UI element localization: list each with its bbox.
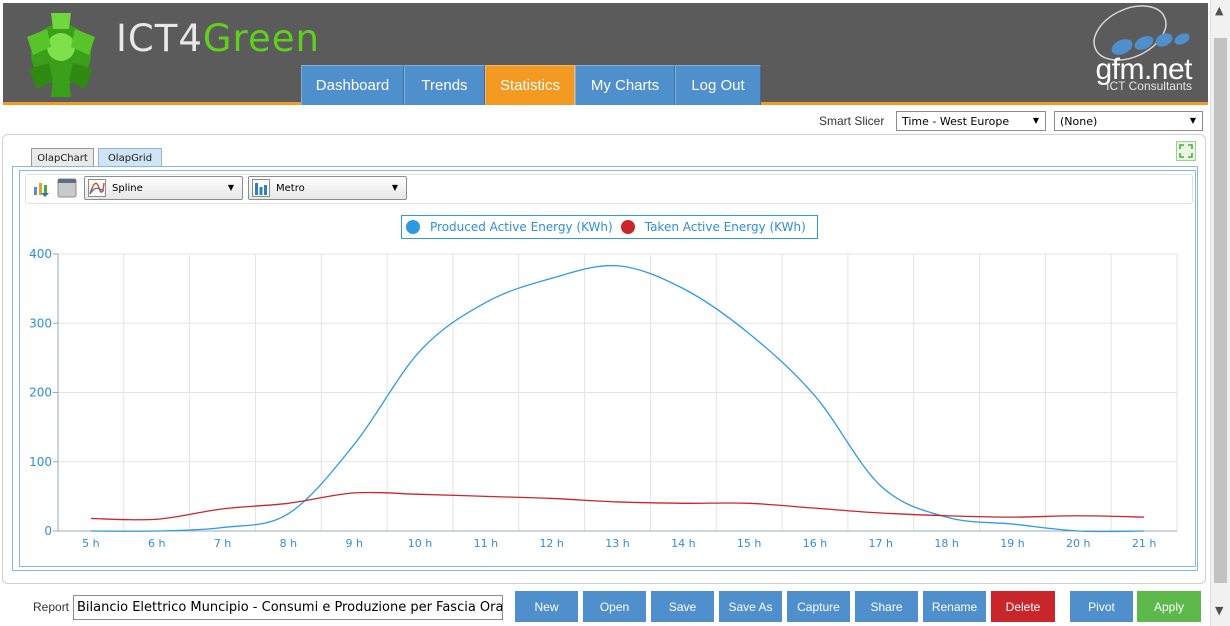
series-line-taken bbox=[90, 491, 1145, 521]
chevron-down-icon: ▼ bbox=[227, 183, 234, 192]
x-axis-tick-label: 12 h bbox=[539, 537, 563, 550]
y-axis-tick-label: 200 bbox=[29, 386, 52, 400]
x-axis-tick-label: 20 h bbox=[1066, 537, 1090, 550]
open-button[interactable]: Open bbox=[583, 591, 646, 622]
gfm-logo-icon bbox=[1093, 5, 1190, 61]
share-button[interactable]: Share bbox=[855, 591, 918, 622]
x-axis-tick-label: 21 h bbox=[1132, 537, 1156, 550]
logo-ict-text: ICT4 bbox=[116, 17, 203, 60]
x-axis-tick-label: 14 h bbox=[671, 537, 695, 550]
report-name-input[interactable] bbox=[73, 595, 503, 620]
fullscreen-button[interactable] bbox=[1176, 141, 1196, 161]
x-axis-tick-label: 16 h bbox=[803, 537, 827, 550]
logo-green-text: Green bbox=[202, 17, 320, 60]
capture-button[interactable]: Capture bbox=[787, 591, 850, 622]
legend-marker-taken-icon bbox=[620, 220, 635, 234]
nav-tab-my-charts[interactable]: My Charts bbox=[575, 65, 675, 105]
app-logo-text: ICT4Green bbox=[116, 17, 320, 60]
nav-tab-log-out[interactable]: Log Out bbox=[675, 65, 761, 105]
nav-tab-dashboard[interactable]: Dashboard bbox=[301, 65, 404, 105]
scroll-up-icon[interactable]: ▲ bbox=[1215, 4, 1224, 17]
spline-chart-icon bbox=[88, 179, 106, 197]
pivot-button[interactable]: Pivot bbox=[1070, 591, 1133, 622]
page-scrollbar[interactable]: ▲ ▼ bbox=[1210, 0, 1230, 626]
legend-label-produced: Produced Active Energy (KWh) bbox=[430, 220, 613, 234]
chevron-down-icon: ▼ bbox=[1189, 116, 1196, 125]
chart-style-value: Metro bbox=[276, 182, 305, 194]
chart-options-icon[interactable] bbox=[32, 178, 52, 198]
nav-tab-trends[interactable]: Trends bbox=[404, 65, 485, 105]
chevron-down-icon: ▼ bbox=[391, 183, 398, 192]
delete-button[interactable]: Delete bbox=[991, 591, 1055, 622]
save-button[interactable]: Save bbox=[651, 591, 714, 622]
main-panel bbox=[2, 134, 1206, 584]
ict4green-logo-icon bbox=[27, 13, 95, 97]
y-axis-tick-label: 400 bbox=[29, 247, 52, 261]
nav-tab-statistics[interactable]: Statistics bbox=[485, 65, 575, 105]
x-axis-tick-label: 5 h bbox=[82, 537, 99, 550]
data-table-icon[interactable] bbox=[57, 178, 77, 198]
rename-button[interactable]: Rename bbox=[923, 591, 986, 622]
chart-type-dropdown[interactable]: Spline ▼ bbox=[84, 176, 243, 200]
x-axis-tick-label: 7 h bbox=[214, 537, 231, 550]
brand-subtitle: ICT Consultants bbox=[1106, 79, 1192, 93]
expand-icon bbox=[1179, 144, 1193, 158]
chart-outer-frame bbox=[12, 166, 1198, 571]
secondary-slicer-select-value: (None) bbox=[1060, 114, 1098, 128]
scroll-thumb[interactable] bbox=[1214, 38, 1227, 583]
brand-logo: gfm.net ICT Consultants bbox=[1062, 3, 1202, 97]
legend-label-taken: Taken Active Energy (KWh) bbox=[644, 220, 806, 234]
chevron-down-icon: ▼ bbox=[1032, 116, 1039, 125]
new-button[interactable]: New bbox=[515, 591, 578, 622]
x-axis-tick-label: 15 h bbox=[737, 537, 761, 550]
report-label: Report bbox=[33, 600, 70, 614]
series-line-produced bbox=[90, 264, 1145, 533]
legend-marker-produced-icon bbox=[406, 220, 420, 234]
scroll-down-icon[interactable]: ▼ bbox=[1215, 604, 1224, 617]
x-axis-tick-label: 11 h bbox=[474, 537, 498, 550]
tab-olap-chart[interactable]: OlapChart bbox=[31, 148, 94, 167]
smart-slicer-label: Smart Slicer bbox=[819, 114, 885, 128]
x-axis-tick-label: 6 h bbox=[148, 537, 165, 550]
x-axis-tick-label: 8 h bbox=[280, 537, 297, 550]
time-zone-select-value: Time - West Europe bbox=[902, 114, 1010, 128]
bar-chart-style-icon bbox=[252, 179, 270, 197]
main-nav: Dashboard Trends Statistics My Charts Lo… bbox=[301, 65, 761, 105]
tab-olap-grid[interactable]: OlapGrid bbox=[98, 148, 162, 167]
x-axis-tick-label: 19 h bbox=[1000, 537, 1024, 550]
x-axis-tick-label: 17 h bbox=[869, 537, 893, 550]
apply-button[interactable]: Apply bbox=[1137, 591, 1201, 622]
save-as-button[interactable]: Save As bbox=[719, 591, 782, 622]
chart-style-dropdown[interactable]: Metro ▼ bbox=[248, 176, 407, 200]
y-axis-tick-label: 100 bbox=[29, 455, 52, 469]
chart-type-value: Spline bbox=[112, 182, 143, 194]
x-axis-tick-label: 9 h bbox=[345, 537, 362, 550]
chart-legend: Produced Active Energy (KWh) Taken Activ… bbox=[401, 215, 818, 239]
y-axis-tick-label: 300 bbox=[29, 316, 52, 330]
chart-inner-frame bbox=[19, 170, 1196, 567]
app-header: ICT4Green Dashboard Trends Statistics My… bbox=[3, 3, 1208, 105]
legend-item-produced[interactable]: Produced Active Energy (KWh) bbox=[406, 220, 613, 234]
time-zone-select[interactable]: Time - West Europe ▼ bbox=[896, 111, 1046, 131]
legend-item-taken[interactable]: Taken Active Energy (KWh) bbox=[620, 220, 806, 234]
x-axis-tick-label: 13 h bbox=[605, 537, 629, 550]
y-axis-tick-label: 0 bbox=[44, 524, 52, 538]
x-axis-tick-label: 18 h bbox=[934, 537, 958, 550]
x-axis-tick-label: 10 h bbox=[408, 537, 432, 550]
secondary-slicer-select[interactable]: (None) ▼ bbox=[1054, 111, 1203, 131]
brand-name: gfm.net bbox=[1095, 53, 1192, 86]
